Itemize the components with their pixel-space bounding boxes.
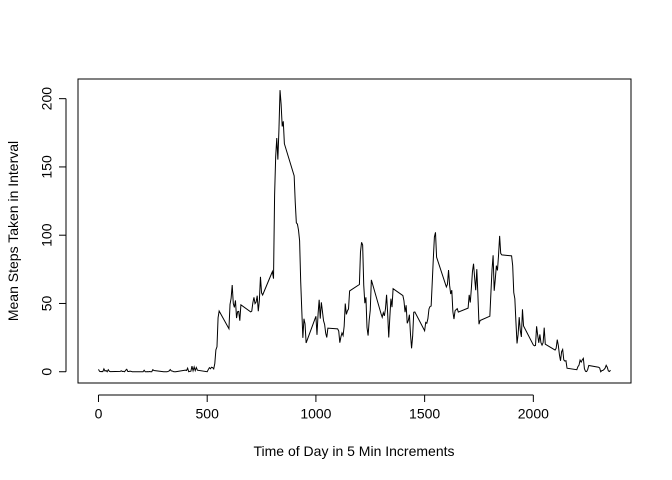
y-tick-label: 0: [39, 368, 55, 376]
x-tick-label: 2000: [518, 406, 549, 422]
data-line: [98, 90, 611, 373]
x-tick-label: 0: [95, 406, 103, 422]
y-tick-label: 200: [39, 87, 55, 111]
y-tick-label: 50: [39, 295, 55, 311]
plot-box: [77, 78, 632, 384]
x-tick-label: 500: [196, 406, 220, 422]
x-tick-label: 1500: [409, 406, 440, 422]
x-tick-label: 1000: [300, 406, 331, 422]
y-axis-title: Mean Steps Taken in Interval: [5, 141, 21, 321]
x-axis-title: Time of Day in 5 Min Increments: [254, 443, 455, 459]
y-tick-label: 150: [39, 155, 55, 179]
y-tick-label: 100: [39, 223, 55, 247]
